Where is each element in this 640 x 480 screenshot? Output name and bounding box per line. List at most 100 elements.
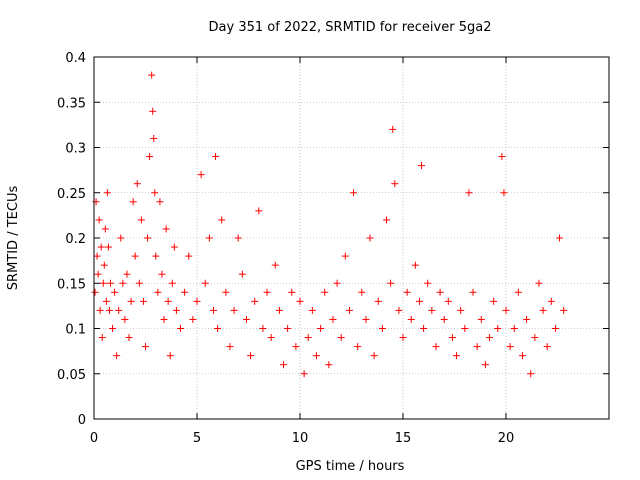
data-point <box>168 279 176 287</box>
data-point <box>131 252 139 260</box>
data-point <box>93 252 101 260</box>
data-point <box>139 297 147 305</box>
data-point <box>547 297 555 305</box>
data-point <box>502 306 510 314</box>
data-point <box>177 325 185 332</box>
data-point <box>275 306 283 314</box>
data-point <box>117 234 125 242</box>
data-point <box>317 325 325 332</box>
data-point <box>514 288 522 296</box>
grid-lines <box>94 57 609 419</box>
data-point <box>201 279 209 287</box>
y-axis-label: SRMTID / TECUs <box>6 186 21 291</box>
data-point <box>103 189 111 197</box>
data-point <box>494 325 502 332</box>
data-point <box>151 189 159 197</box>
data-point <box>378 325 386 332</box>
data-point <box>162 225 170 233</box>
data-point <box>280 361 288 369</box>
data-point <box>329 315 337 323</box>
data-point <box>461 325 469 332</box>
plot-frame <box>93 56 610 420</box>
data-point <box>518 352 526 360</box>
data-point <box>486 334 494 342</box>
y-tick-label: 0.2 <box>65 232 86 247</box>
data-point <box>556 234 564 242</box>
data-point <box>127 297 135 305</box>
y-tick-label: 0.4 <box>65 51 86 66</box>
data-point <box>539 306 547 314</box>
data-point <box>149 107 157 115</box>
x-tick-label: 10 <box>292 431 309 446</box>
y-tick-label: 0.1 <box>65 323 86 338</box>
data-point <box>362 315 370 323</box>
data-point <box>354 343 362 351</box>
x-tick-label: 0 <box>90 431 98 446</box>
data-point <box>424 279 432 287</box>
data-point <box>296 297 304 305</box>
data-point <box>333 279 341 287</box>
data-point <box>403 288 411 296</box>
data-point <box>137 216 145 224</box>
data-point <box>436 288 444 296</box>
data-point <box>166 352 174 360</box>
data-point <box>111 288 119 296</box>
data-point <box>444 297 452 305</box>
y-tick-label: 0.35 <box>57 96 86 111</box>
data-point <box>308 306 316 314</box>
data-points <box>91 71 568 378</box>
data-point <box>119 279 127 287</box>
data-point <box>399 334 407 342</box>
data-point <box>312 352 320 360</box>
data-point <box>156 198 164 206</box>
data-point <box>101 225 109 233</box>
data-point <box>152 252 160 260</box>
data-point <box>214 325 222 332</box>
data-point <box>115 306 123 314</box>
data-point <box>389 125 397 133</box>
data-point <box>490 297 498 305</box>
data-point <box>234 234 242 242</box>
data-point <box>113 352 121 360</box>
data-point <box>481 361 489 369</box>
data-point <box>170 243 178 251</box>
data-point <box>411 261 419 269</box>
data-point <box>129 198 137 206</box>
data-point <box>121 315 129 323</box>
data-point <box>387 279 395 287</box>
data-point <box>465 189 473 197</box>
data-point <box>164 297 172 305</box>
data-point <box>477 315 485 323</box>
data-point <box>133 180 141 188</box>
data-point <box>440 315 448 323</box>
data-point <box>125 334 133 342</box>
data-point <box>148 71 156 79</box>
data-point <box>473 343 481 351</box>
data-point <box>432 343 440 351</box>
data-point <box>543 343 551 351</box>
data-point <box>292 343 300 351</box>
data-point <box>358 288 366 296</box>
data-point <box>105 306 113 314</box>
x-tick-label: 20 <box>498 431 515 446</box>
y-tick-label: 0.25 <box>57 187 86 202</box>
data-point <box>135 279 143 287</box>
data-point <box>104 243 112 251</box>
data-point <box>420 325 428 332</box>
data-point <box>238 270 246 278</box>
data-point <box>523 315 531 323</box>
data-point <box>337 334 345 342</box>
data-point <box>218 216 226 224</box>
data-point <box>325 361 333 369</box>
data-point <box>123 270 131 278</box>
data-point <box>370 352 378 360</box>
data-point <box>160 315 168 323</box>
data-point <box>259 325 267 332</box>
data-point <box>304 334 312 342</box>
data-point <box>142 343 149 351</box>
data-point <box>498 153 506 161</box>
data-point <box>374 297 382 305</box>
data-point <box>197 171 205 179</box>
data-point <box>154 288 162 296</box>
